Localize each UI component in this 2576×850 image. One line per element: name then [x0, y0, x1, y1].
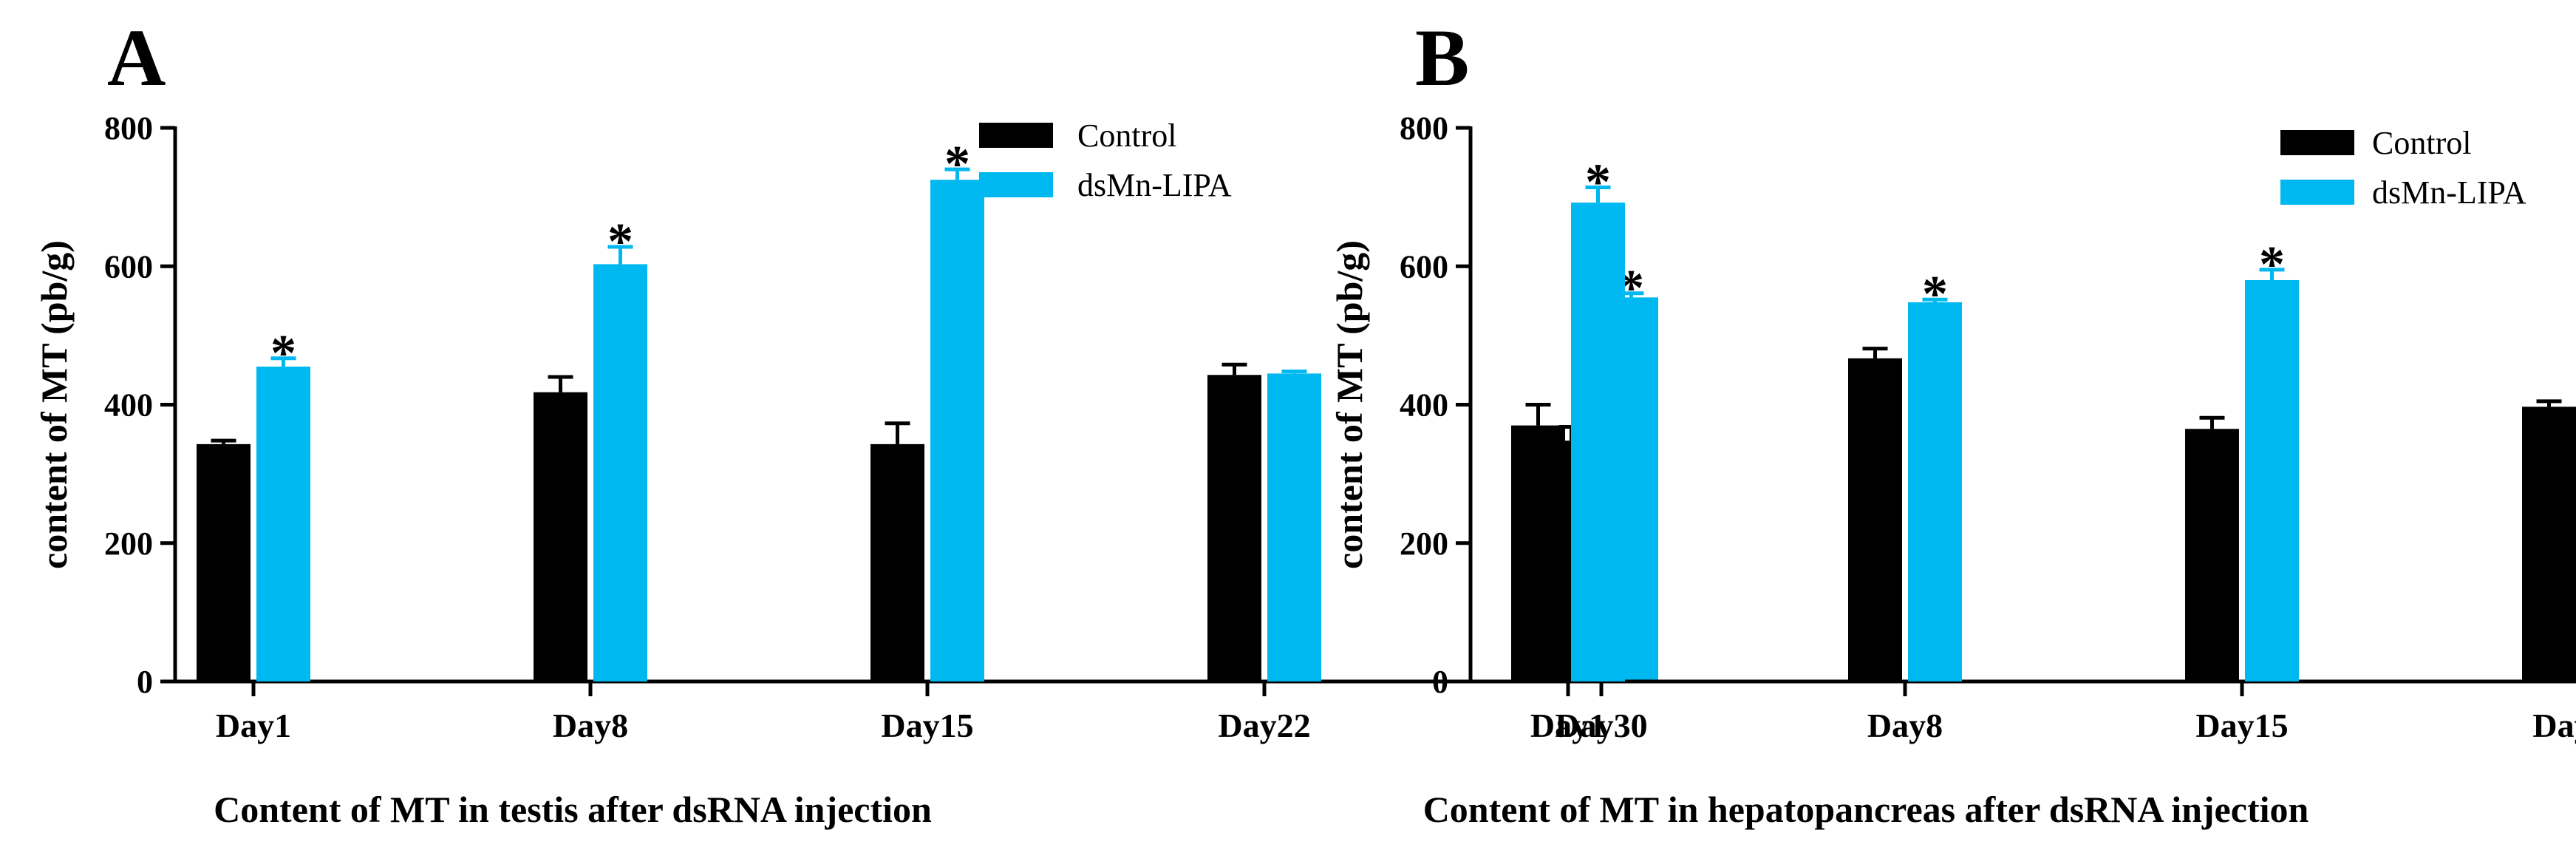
significance-marker: *	[1922, 266, 1948, 323]
x-tick-label: Day8	[1867, 707, 1943, 744]
bar-control-day8	[1848, 358, 1902, 681]
legend: Control dsMn-LIPA	[979, 118, 1232, 203]
legend-label: Control	[2372, 125, 2471, 161]
y-tick-label: 600	[104, 248, 153, 285]
y-axis-label: content of MT (pb/g)	[33, 240, 75, 569]
significance-marker: *	[944, 136, 970, 193]
x-tick-label: Day15	[881, 707, 973, 744]
y-tick-label: 200	[1400, 526, 1448, 562]
bar-control-day15	[870, 443, 924, 681]
bar-control-day1	[197, 443, 251, 681]
significance-marker: *	[607, 214, 633, 271]
bar-dsmn-lipa-day22	[1267, 373, 1321, 681]
y-tick-label: 400	[1400, 387, 1448, 424]
bar-control-day1	[1511, 425, 1565, 681]
y-tick-label: 0	[137, 664, 153, 700]
x-tick-label: Day15	[2195, 707, 2288, 744]
x-tick-label: Day30	[1555, 707, 1647, 744]
legend-swatch	[979, 123, 1053, 148]
x-tick-label: Day22	[2532, 707, 2576, 744]
x-tick-label: Day1	[1530, 707, 1606, 744]
legend-swatch	[2280, 130, 2354, 155]
y-tick-label: 200	[104, 526, 153, 562]
bar-dsmn-lipa-day15	[930, 180, 984, 681]
x-axis-label: Content of MT in testis after dsRNA inje…	[214, 789, 932, 830]
y-tick-label: 800	[104, 110, 153, 146]
legend: Control dsMn-LIPA	[2280, 125, 2526, 211]
bar-dsmn-lipa-day1	[256, 367, 310, 681]
legend-swatch	[979, 172, 1053, 197]
legend-swatch	[2280, 180, 2354, 205]
y-tick-label: 600	[1400, 248, 1448, 285]
y-tick-label: 800	[1400, 110, 1448, 146]
y-axis-label: content of MT (pb/g)	[1329, 240, 1370, 569]
x-tick-label: Day8	[553, 707, 628, 744]
panel-label: B	[1415, 13, 1469, 103]
x-tick-label: Day1	[216, 707, 291, 744]
bar-dsmn-lipa-day8	[593, 264, 647, 681]
y-tick-label: 0	[1432, 664, 1448, 700]
x-tick-label: Day22	[1218, 707, 1310, 744]
bar-control-day15	[2185, 429, 2239, 681]
bar-control-day22	[1207, 375, 1261, 681]
legend-label: dsMn-LIPA	[2372, 174, 2526, 211]
significance-marker: *	[2259, 237, 2285, 293]
significance-marker: *	[270, 325, 296, 382]
bar-dsmn-lipa-day1	[1571, 203, 1625, 681]
bar-dsmn-lipa-day8	[1908, 302, 1962, 681]
legend-label: Control	[1077, 118, 1176, 154]
bar-control-day22	[2522, 407, 2576, 681]
x-axis-label: Content of MT in hepatopancreas after ds…	[1423, 789, 2309, 830]
legend-label: dsMn-LIPA	[1077, 167, 1232, 203]
bar-dsmn-lipa-day15	[2245, 279, 2299, 682]
significance-marker: *	[1585, 154, 1611, 211]
chart-panel-b: B 0 200 400 600 800 content of MT (pb/g) Day1 * D…	[1329, 13, 2576, 830]
panel-label: A	[107, 13, 166, 103]
chart-panel-a: A 0 200 400 600 800 content of MT (pb/g) Day1 * D…	[33, 13, 1755, 830]
y-tick-label: 400	[104, 387, 153, 424]
bar-control-day8	[534, 392, 587, 681]
